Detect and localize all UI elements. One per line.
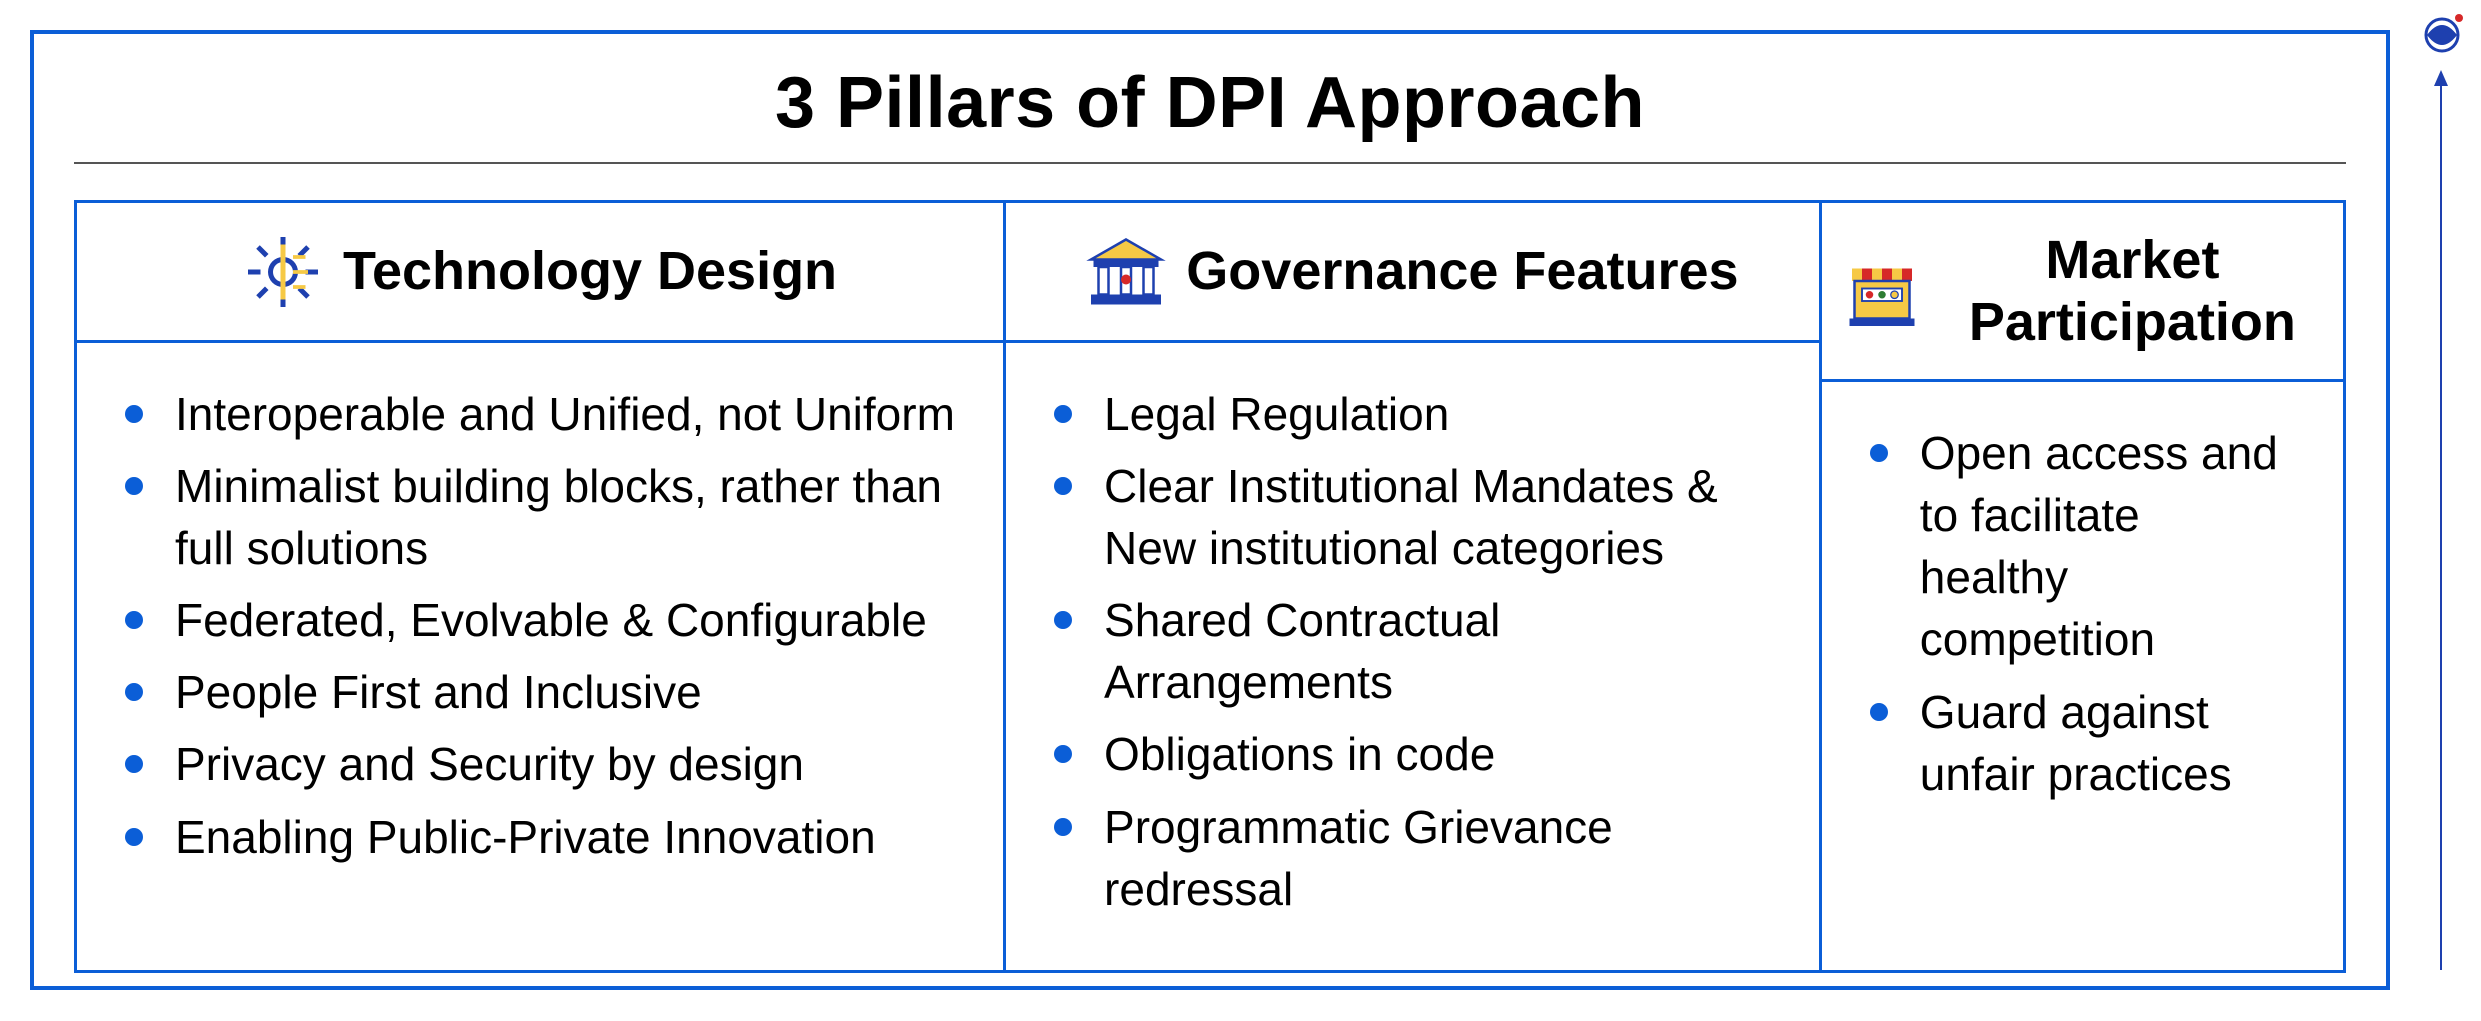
arrow-up-icon: [2426, 70, 2456, 975]
columns-container: Technology Design Interoperable and Unif…: [74, 200, 2346, 973]
list-item: Clear Institutional Mandates & New insti…: [1054, 455, 1771, 579]
logo-icon: [2417, 10, 2467, 65]
column-body: Legal Regulation Clear Institutional Man…: [1006, 343, 1819, 970]
list-item: Open access and to facilitate healthy co…: [1870, 422, 2295, 670]
list-item: Legal Regulation: [1054, 383, 1771, 445]
list-item: Interoperable and Unified, not Uniform: [125, 383, 955, 445]
list-item: Guard against unfair practices: [1870, 681, 2295, 805]
column-heading: Technology Design: [343, 240, 837, 302]
column-header: Technology Design: [77, 203, 1003, 343]
list-item: Privacy and Security by design: [125, 733, 955, 795]
column-market: Market Participation Open access and to …: [1822, 203, 2343, 970]
bullet-list: Interoperable and Unified, not Uniform M…: [125, 383, 955, 868]
list-item: People First and Inclusive: [125, 661, 955, 723]
column-body: Interoperable and Unified, not Uniform M…: [77, 343, 1003, 970]
column-governance: Governance Features Legal Regulation Cle…: [1006, 203, 1822, 970]
list-item: Obligations in code: [1054, 723, 1771, 785]
list-item: Federated, Evolvable & Configurable: [125, 589, 955, 651]
column-heading: Governance Features: [1186, 240, 1738, 302]
gear-icon: [243, 232, 323, 312]
column-technology: Technology Design Interoperable and Unif…: [77, 203, 1006, 970]
column-body: Open access and to facilitate healthy co…: [1822, 382, 2343, 970]
list-item: Shared Contractual Arrangements: [1054, 589, 1771, 713]
list-item: Minimalist building blocks, rather than …: [125, 455, 955, 579]
bank-icon: [1086, 232, 1166, 312]
outer-frame: 3 Pillars of DPI Approach: [30, 30, 2390, 990]
market-icon: [1842, 251, 1922, 331]
column-heading: Market Participation: [1942, 229, 2323, 353]
column-header: Governance Features: [1006, 203, 1819, 343]
title-rule: [74, 162, 2346, 164]
list-item: Programmatic Grievance redressal: [1054, 796, 1771, 920]
bullet-list: Legal Regulation Clear Institutional Man…: [1054, 383, 1771, 920]
list-item: Enabling Public-Private Innovation: [125, 806, 955, 868]
bullet-list: Open access and to facilitate healthy co…: [1870, 422, 2295, 805]
page-title: 3 Pillars of DPI Approach: [74, 62, 2346, 162]
column-header: Market Participation: [1822, 203, 2343, 382]
